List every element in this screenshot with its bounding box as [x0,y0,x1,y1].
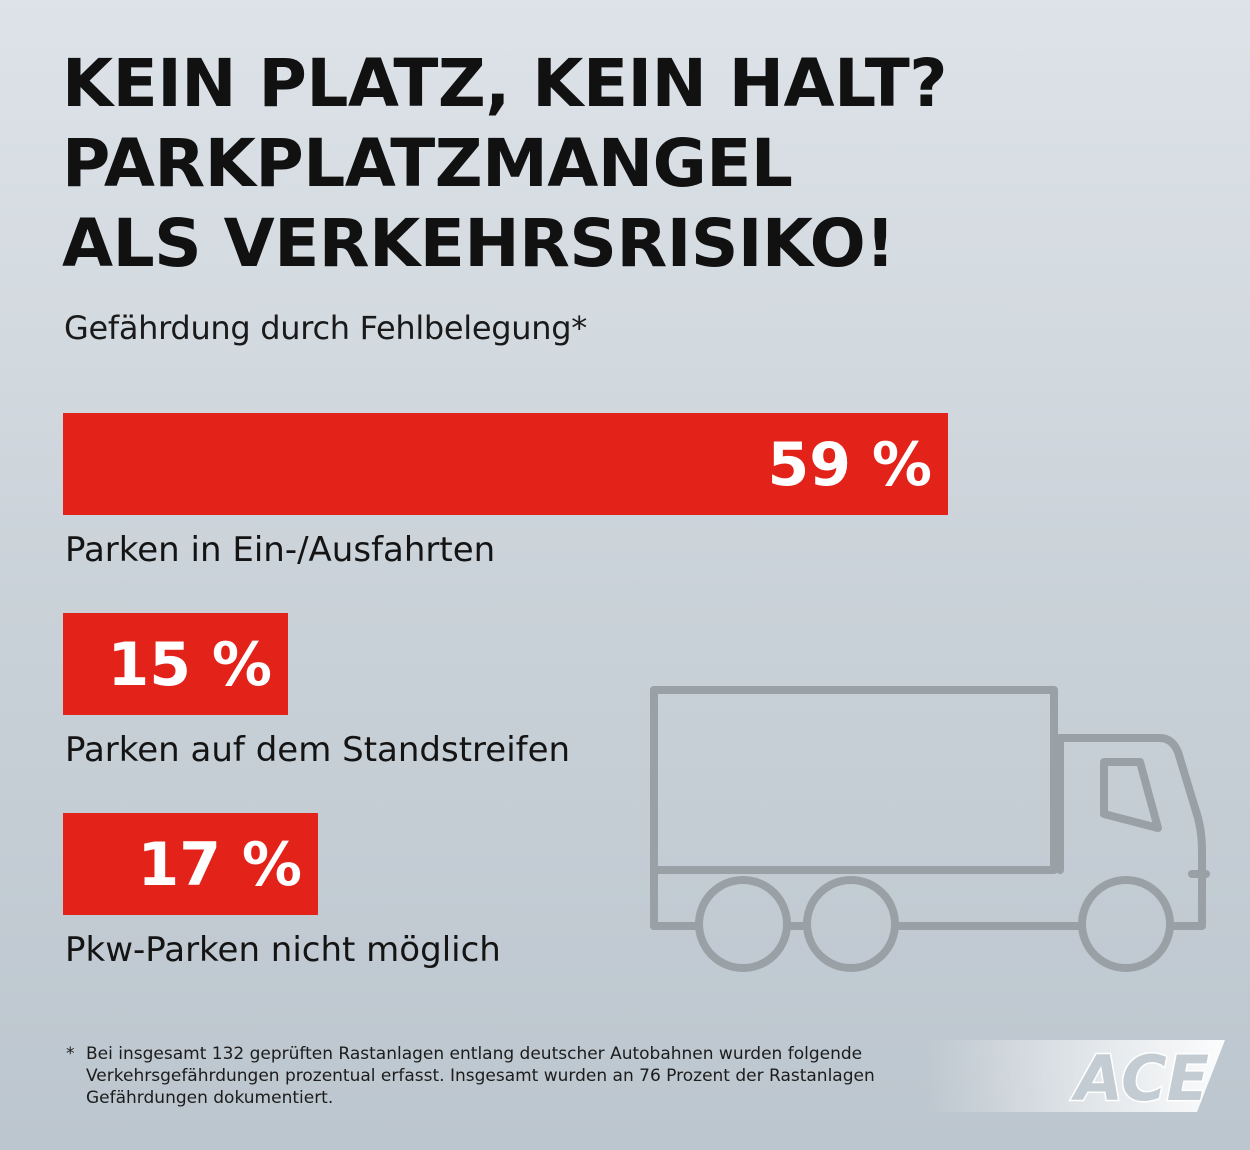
chart-subtitle: Gefährdung durch Fehlbelegung* [64,309,587,347]
bar-category-label-1: Parken in Ein-/Ausfahrten [65,530,495,570]
logo-text: ACE [1070,1042,1209,1114]
bar-category-label-2: Parken auf dem Standstreifen [65,730,570,770]
title-line-3: ALS VERKEHRSRISIKO! [62,205,895,282]
title-line-1: KEIN PLATZ, KEIN HALT? [62,45,948,122]
bar-3 [63,813,318,915]
footnote-text: Bei insgesamt 132 geprüften Rastanlagen … [86,1044,875,1108]
bar-category-label-3: Pkw-Parken nicht möglich [65,930,501,970]
bar-1 [63,413,948,515]
ace-logo: ACE [925,1040,1225,1114]
truck-icon [650,686,1210,972]
footnote-marker: * [66,1044,75,1064]
bar-value-label-2: 15 % [107,630,272,700]
footnote: * Bei insgesamt 132 geprüften Rastanlage… [66,1043,906,1109]
chart-title: KEIN PLATZ, KEIN HALT? PARKPLATZMANGEL A… [62,44,948,284]
bar-value-label-1: 59 % [767,430,932,500]
title-line-2: PARKPLATZMANGEL [62,125,793,202]
bar-2 [63,613,288,715]
bar-value-label-3: 17 % [137,830,302,900]
